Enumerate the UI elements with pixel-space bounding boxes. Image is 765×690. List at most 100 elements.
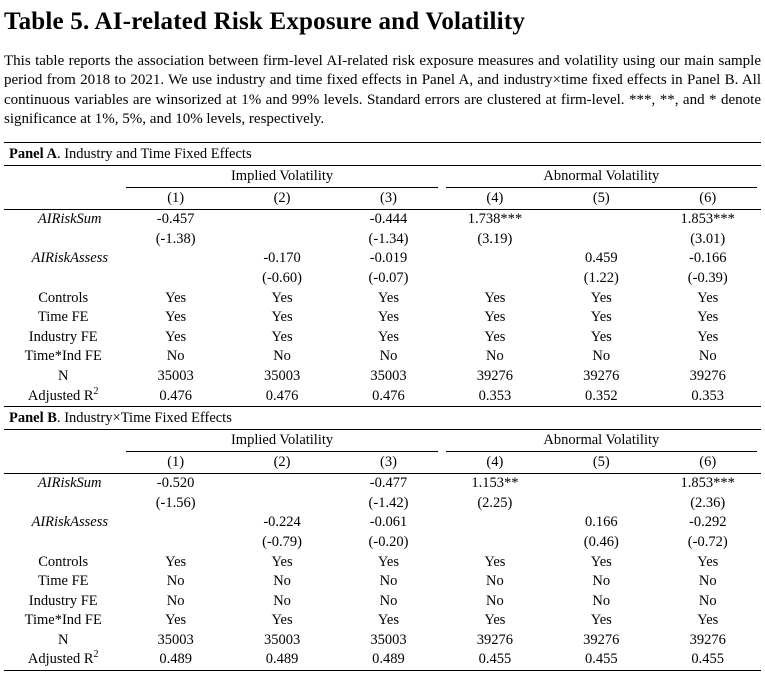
- value-cell: No: [592, 348, 611, 365]
- table-row: AIRiskAssess -0.224 -0.061 0.166 -0.292: [4, 513, 761, 533]
- value-cell: (2.25): [477, 494, 513, 511]
- value-cell: 35003: [263, 631, 301, 648]
- value-cell: [548, 474, 654, 494]
- group-header-underline: Implied Volatility: [126, 430, 438, 453]
- value-cell: No: [592, 573, 611, 590]
- value-cell: [122, 269, 228, 289]
- value-cell: Yes: [590, 289, 612, 306]
- panel-label-bold: Panel A: [9, 146, 57, 163]
- row-label-text: Time*Ind FE: [24, 348, 102, 365]
- table-row: AIRiskAssess -0.170 -0.019 0.459 -0.166: [4, 249, 761, 269]
- row-label: N: [4, 367, 122, 387]
- value-cell: -0.520: [156, 475, 195, 492]
- table-row: Adjusted R2 0.489 0.489 0.489 0.455 0.455 0.45…: [4, 650, 761, 670]
- value-cell: Yes: [377, 328, 400, 345]
- value-cell: (2.36): [690, 494, 726, 511]
- tstat-row: (-0.60) (-0.07) (1.22) (-0.39): [4, 269, 761, 289]
- group-header-label: Implied Volatility: [230, 432, 334, 449]
- row-label: Controls: [4, 553, 122, 573]
- value-cell: Yes: [271, 553, 293, 570]
- row-label-text: N: [57, 367, 69, 384]
- column-number-spacer: [4, 452, 123, 475]
- column-number: (1): [122, 452, 229, 475]
- value-cell: [229, 474, 335, 494]
- value-cell: Yes: [590, 328, 612, 345]
- value-cell: Yes: [165, 289, 187, 306]
- row-label: Industry FE: [4, 328, 122, 348]
- value-cell: (-0.72): [687, 533, 728, 550]
- row-label: [4, 230, 122, 250]
- value-cell: Yes: [697, 328, 719, 345]
- value-cell: No: [273, 592, 291, 609]
- row-label-superscript: 2: [93, 650, 99, 661]
- value-cell: 0.455: [691, 651, 725, 668]
- value-cell: (-1.34): [368, 230, 409, 247]
- table-row: Industry FE Yes Yes Yes Yes Yes Yes: [4, 328, 761, 348]
- row-label: Controls: [4, 289, 122, 309]
- group-header-row: Implied Volatility Abnormal Volatility: [4, 430, 761, 453]
- group-header-underline: Abnormal Volatility: [445, 430, 757, 453]
- panel-label: Panel B. Industry×Time Fixed Effects: [4, 406, 761, 431]
- row-label-text: Time FE: [37, 573, 89, 590]
- value-cell: 0.476: [159, 387, 192, 404]
- value-cell: [229, 210, 335, 230]
- value-cell: (-1.38): [155, 230, 196, 247]
- row-label-text: Industry FE: [28, 328, 98, 345]
- row-label-text: Controls: [38, 553, 89, 570]
- row-label-text: AIRiskAssess: [31, 514, 108, 531]
- value-cell: Yes: [377, 289, 400, 306]
- value-cell: 0.476: [372, 387, 405, 404]
- value-cell: 0.455: [478, 651, 512, 668]
- value-cell: -0.444: [369, 211, 408, 228]
- value-cell: [548, 230, 654, 250]
- row-label: N: [4, 631, 122, 651]
- row-label: Time*Ind FE: [4, 347, 122, 367]
- value-cell: Yes: [377, 309, 400, 326]
- value-cell: (-0.39): [687, 269, 728, 286]
- column-number: (3): [335, 452, 442, 475]
- group-header-cell: Implied Volatility: [122, 430, 441, 453]
- group-header-label: Abnormal Volatility: [543, 168, 660, 185]
- tstat-row: (-0.79) (-0.20) (0.46) (-0.72): [4, 533, 761, 553]
- row-label: [4, 533, 122, 553]
- row-label-text: Time FE: [37, 309, 89, 326]
- value-cell: Yes: [590, 309, 612, 326]
- value-cell: [442, 513, 548, 533]
- value-cell: Yes: [484, 328, 506, 345]
- table-caption: This table reports the association betwe…: [4, 53, 761, 127]
- value-cell: 35003: [157, 631, 194, 648]
- row-label: Time*Ind FE: [4, 611, 122, 631]
- group-header-cell: Abnormal Volatility: [442, 166, 761, 189]
- table-row: N 35003 35003 35003 39276 39276 39276: [4, 631, 761, 651]
- panel-label-row: Panel A. Industry and Time Fixed Effects: [4, 142, 761, 167]
- value-cell: Yes: [271, 289, 293, 306]
- value-cell: [548, 494, 654, 514]
- value-cell: [229, 230, 335, 250]
- table-row: N 35003 35003 35003 39276 39276 39276: [4, 367, 761, 387]
- value-cell: 0.353: [691, 387, 725, 404]
- value-cell: No: [273, 573, 291, 590]
- row-label: Time FE: [4, 308, 122, 328]
- value-cell: Yes: [590, 553, 612, 570]
- value-cell: (3.19): [477, 230, 513, 247]
- results-table-body: Panel A. Industry and Time Fixed Effects…: [4, 142, 761, 671]
- value-cell: 0.352: [584, 387, 618, 404]
- value-cell: (-0.79): [262, 533, 302, 550]
- row-label: AIRiskSum: [4, 474, 122, 494]
- panel-label-row: Panel B. Industry×Time Fixed Effects: [4, 406, 761, 431]
- row-label: Adjusted R2: [4, 387, 122, 407]
- value-cell: -0.166: [689, 250, 727, 267]
- value-cell: No: [486, 573, 504, 590]
- value-cell: No: [486, 592, 504, 609]
- value-cell: 0.459: [584, 250, 618, 267]
- value-cell: -0.019: [369, 250, 408, 267]
- value-cell: 39276: [476, 631, 513, 648]
- value-cell: [122, 249, 228, 269]
- value-cell: 0.353: [478, 387, 512, 404]
- row-label-text: N: [57, 631, 69, 648]
- value-cell: 35003: [263, 367, 301, 384]
- value-cell: Yes: [484, 553, 506, 570]
- table-row: AIRiskSum -0.457 -0.444 1.738*** 1.853***: [4, 210, 761, 230]
- value-cell: [122, 513, 228, 533]
- column-number: (5): [548, 188, 655, 211]
